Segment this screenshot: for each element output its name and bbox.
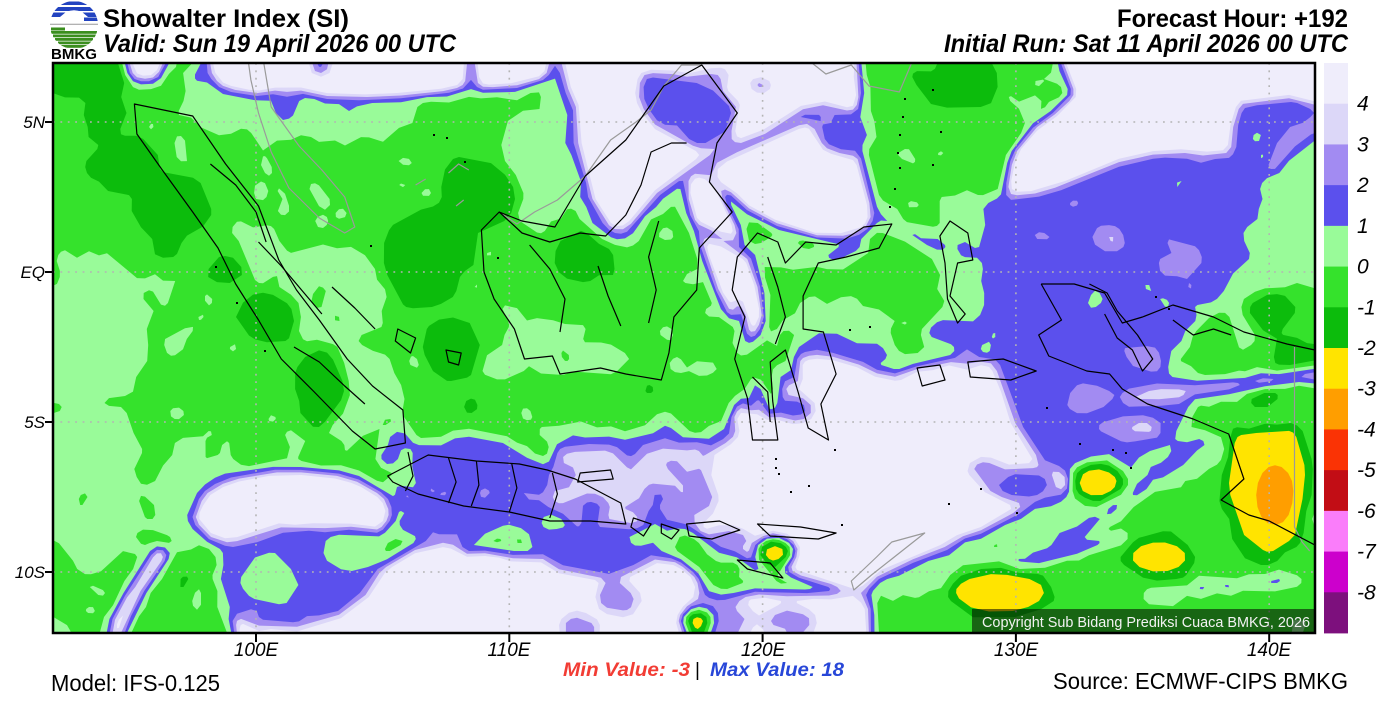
svg-text:Model: IFS-0.125: Model: IFS-0.125 xyxy=(51,670,220,696)
svg-text:-1: -1 xyxy=(1357,296,1376,319)
svg-text:130E: 130E xyxy=(994,640,1039,661)
svg-text:-3: -3 xyxy=(1357,378,1376,401)
svg-text:5S: 5S xyxy=(24,413,45,432)
svg-text:Min Value: -3: Min Value: -3 xyxy=(563,660,690,681)
svg-text:EQ: EQ xyxy=(20,263,45,282)
svg-text:-6: -6 xyxy=(1357,500,1376,523)
svg-text:Showalter Index (SI): Showalter Index (SI) xyxy=(103,5,349,33)
svg-text:Source: ECMWF-CIPS BMKG: Source: ECMWF-CIPS BMKG xyxy=(1053,668,1348,694)
svg-text:10S: 10S xyxy=(15,563,46,582)
svg-text:-5: -5 xyxy=(1357,459,1376,482)
svg-text:-8: -8 xyxy=(1357,581,1376,604)
svg-text:|: | xyxy=(695,660,700,681)
svg-text:4: 4 xyxy=(1357,93,1369,116)
svg-text:100E: 100E xyxy=(234,640,279,661)
svg-text:Initial Run: Sat 11 April 2026: Initial Run: Sat 11 April 2026 00 UTC xyxy=(944,30,1349,58)
svg-text:Valid: Sun 19 April 2026 00 UT: Valid: Sun 19 April 2026 00 UTC xyxy=(103,30,457,58)
svg-text:-2: -2 xyxy=(1357,337,1376,360)
svg-text:Forecast Hour: +192: Forecast Hour: +192 xyxy=(1117,5,1348,33)
svg-text:3: 3 xyxy=(1357,133,1369,156)
svg-text:Max Value: 18: Max Value: 18 xyxy=(710,660,844,681)
svg-text:2: 2 xyxy=(1356,174,1369,197)
svg-text:5N: 5N xyxy=(23,113,45,132)
svg-text:120E: 120E xyxy=(741,640,786,661)
svg-text:140E: 140E xyxy=(1247,640,1292,661)
svg-text:1: 1 xyxy=(1357,215,1369,238)
svg-text:110E: 110E xyxy=(488,640,531,661)
svg-text:-7: -7 xyxy=(1357,541,1377,564)
svg-text:0: 0 xyxy=(1357,256,1369,279)
svg-text:Copyright Sub Bidang Prediksi: Copyright Sub Bidang Prediksi Cuaca BMKG… xyxy=(982,614,1310,631)
svg-text:BMKG: BMKG xyxy=(51,46,97,63)
svg-text:-4: -4 xyxy=(1357,418,1376,441)
